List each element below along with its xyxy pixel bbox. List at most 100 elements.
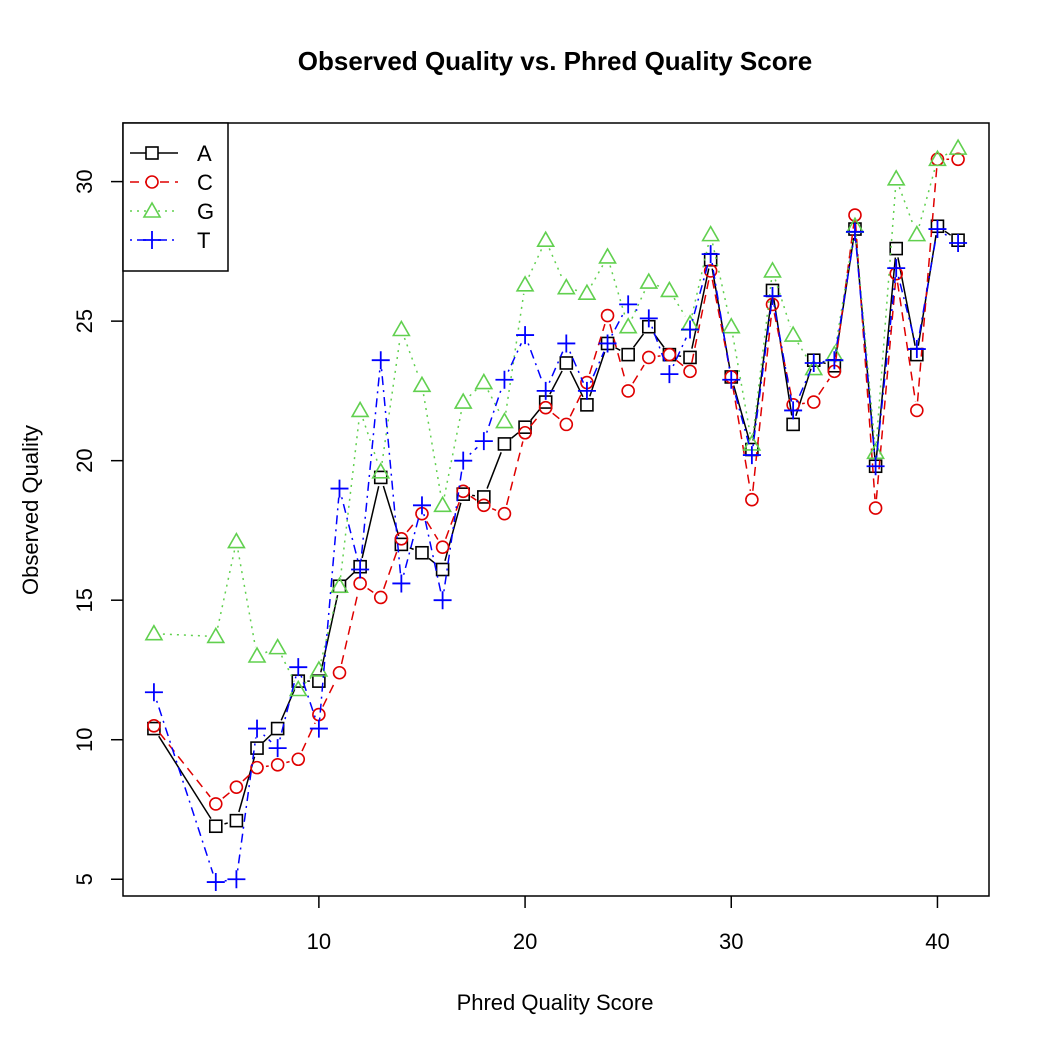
series-T-point — [536, 381, 555, 400]
series-A-point — [229, 813, 244, 828]
series-A-point — [497, 437, 512, 451]
series-C-point — [848, 208, 862, 222]
series-G-segment — [656, 284, 662, 288]
series-G-point — [639, 272, 659, 289]
series-T-segment — [875, 276, 897, 458]
series-T-point — [907, 340, 926, 359]
series-A-segment — [409, 547, 414, 551]
series-A-segment — [632, 333, 645, 348]
series-C-point — [538, 400, 553, 415]
series-G-point — [536, 230, 556, 248]
series-A-segment — [224, 822, 228, 825]
series-A-point — [415, 545, 429, 560]
series-T-point — [412, 496, 431, 515]
series-C-point — [662, 347, 677, 362]
series-C-point — [332, 665, 347, 680]
series-T-point — [289, 658, 308, 677]
series-C-segment — [818, 378, 830, 396]
series-T-segment — [917, 237, 937, 341]
series-G-point — [288, 679, 308, 697]
series-G-segment — [548, 248, 564, 280]
series-C-point — [435, 540, 450, 554]
series-C-point — [910, 403, 924, 418]
series-C-segment — [470, 495, 477, 501]
axes: 10 20 30 40 5 10 15 20 25 30 — [72, 169, 950, 954]
series-G — [144, 138, 968, 697]
series-G-point — [948, 138, 968, 155]
series-T-point — [619, 295, 638, 314]
series-C-segment — [242, 773, 252, 782]
series-T-segment — [672, 337, 687, 367]
series-G-segment — [945, 151, 951, 156]
series-T-segment — [569, 351, 585, 383]
series-C-point — [312, 707, 326, 722]
series-T-point — [516, 326, 535, 345]
series-T-point — [206, 873, 225, 892]
series-A-segment — [510, 432, 519, 439]
series-T-point — [681, 320, 700, 339]
series-A-point — [580, 398, 594, 412]
legend-label: G — [197, 199, 214, 224]
series-T-point — [392, 574, 411, 593]
series-G-segment — [422, 394, 442, 497]
series-T-point — [495, 370, 514, 389]
series-T-segment — [835, 240, 855, 352]
series-C-point — [147, 718, 161, 733]
series-T-point — [784, 401, 803, 420]
series-T-point — [474, 432, 493, 451]
series-A-segment — [615, 347, 621, 351]
series-C-point — [229, 780, 244, 794]
series-T-segment — [360, 369, 381, 561]
series-C-segment — [222, 792, 230, 799]
series-T-segment — [263, 734, 272, 743]
y-axis-label: Observed Quality — [18, 425, 43, 595]
series-A-point — [312, 674, 326, 688]
series-C-point — [373, 590, 388, 605]
series-C-point — [250, 760, 264, 775]
series-G-segment — [528, 248, 543, 277]
legend-label: T — [197, 228, 210, 253]
series-G-point — [721, 317, 741, 334]
y-tick-label: 20 — [72, 448, 97, 472]
series-C-point — [559, 417, 574, 432]
series-T-segment — [485, 388, 503, 433]
series-T-segment — [944, 233, 952, 239]
series-G-point — [577, 283, 597, 301]
series-T-segment — [279, 675, 297, 740]
y-tick-label: 5 — [72, 873, 97, 885]
series-G-segment — [875, 187, 897, 444]
series-G-segment — [673, 297, 686, 317]
series-G-segment — [574, 289, 579, 292]
x-tick-label: 30 — [719, 929, 743, 954]
series-C-segment — [552, 412, 560, 420]
series-T-segment — [402, 513, 421, 575]
series-G-point — [247, 646, 267, 663]
series-G-segment — [691, 243, 710, 316]
series-C-segment — [569, 390, 584, 417]
legend-marker — [143, 231, 161, 249]
series-T-segment — [527, 343, 544, 383]
series-C-segment — [505, 441, 524, 506]
series-C-segment — [340, 592, 359, 665]
series-T-segment — [897, 276, 916, 341]
series-T-point — [454, 451, 473, 470]
series-T-segment — [855, 240, 876, 458]
series-A-segment — [569, 370, 584, 398]
series-A-point — [394, 537, 409, 552]
series-G-point — [391, 319, 411, 337]
series-G-point — [412, 375, 432, 393]
series-C-point — [621, 384, 635, 398]
series-T-point — [577, 381, 596, 400]
series-T-point — [722, 370, 741, 389]
series-T-segment — [796, 370, 811, 403]
series-G-point — [433, 495, 452, 513]
series-T-point — [928, 220, 947, 239]
series-G-segment — [403, 337, 420, 378]
series-C-point — [600, 308, 615, 323]
series-T-segment — [635, 308, 642, 314]
series-T-segment — [300, 675, 317, 721]
series-T-point — [763, 287, 782, 306]
series-T-point — [351, 560, 370, 579]
series-C-point — [641, 350, 656, 365]
